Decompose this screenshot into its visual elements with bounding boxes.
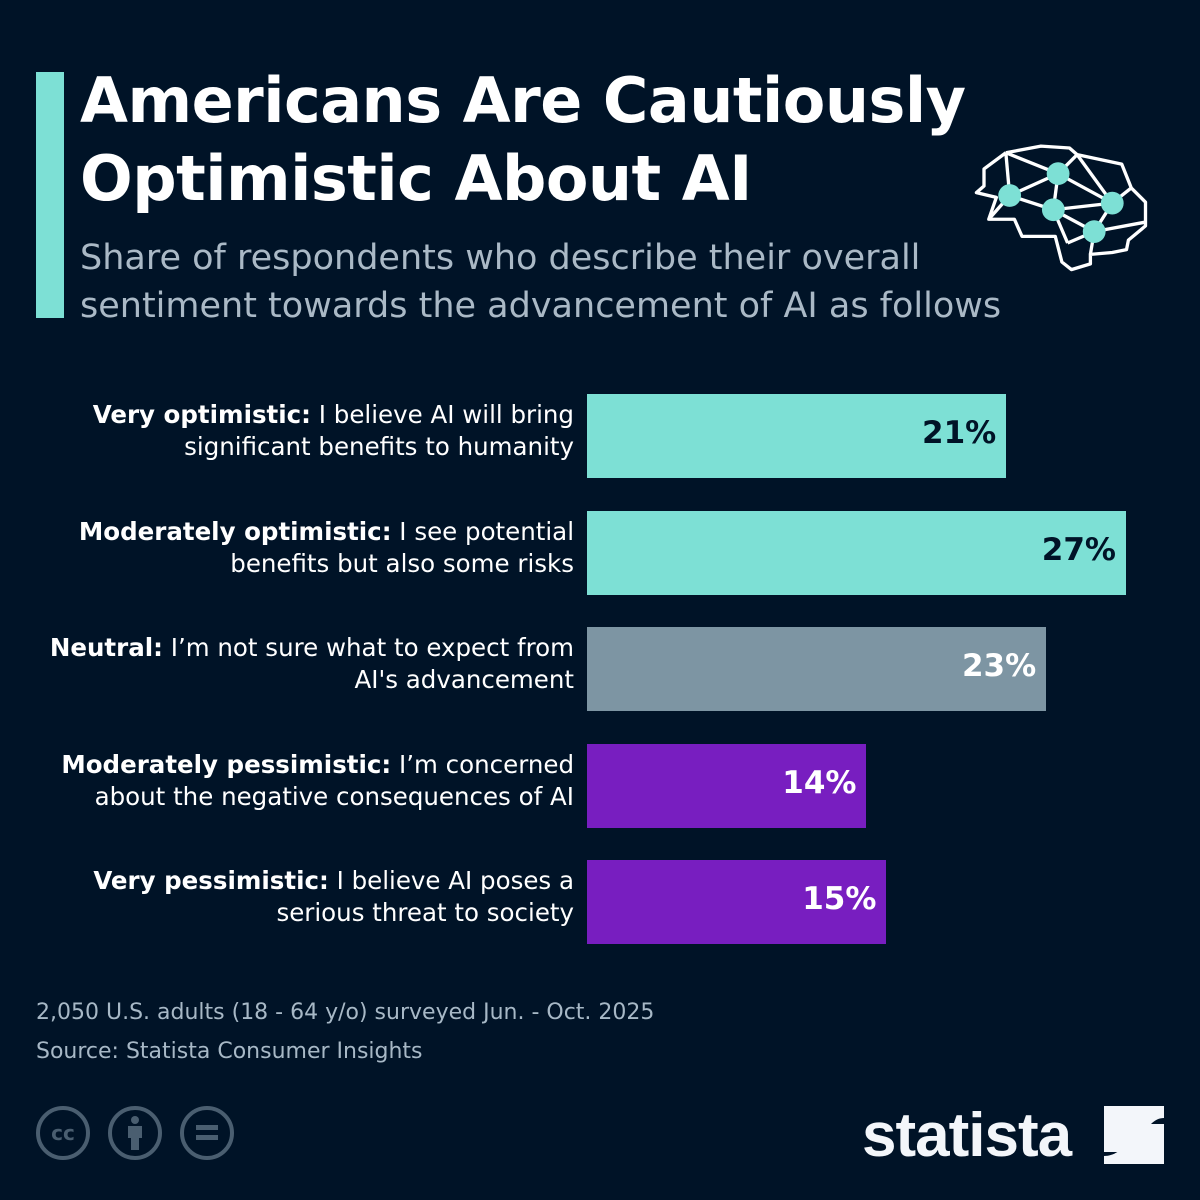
- bar: 21%: [587, 394, 1007, 478]
- category-label-bold: Moderately optimistic:: [78, 516, 392, 546]
- bar-row: Moderately optimistic: I see potential b…: [0, 510, 1200, 595]
- accent-bar: [36, 72, 64, 318]
- category-label-bold: Very pessimistic:: [93, 866, 329, 895]
- data-label: 27%: [1041, 531, 1116, 568]
- bar: 27%: [587, 510, 1126, 595]
- bar-row: Moderately pessimistic: I’m concerned ab…: [0, 743, 1200, 828]
- bar: 15%: [587, 860, 887, 944]
- category-label-text: I believe AI will bring significant bene…: [184, 400, 574, 461]
- category-label-text: I’m concerned about the negative consequ…: [94, 749, 574, 811]
- category-label: Very pessimistic: I believe AI poses a s…: [14, 865, 574, 929]
- bar-row: Very optimistic: I believe AI will bring…: [0, 394, 1200, 478]
- bar-row: Neutral: I’m not sure what to expect fro…: [0, 627, 1200, 711]
- chart-title: Americans Are Cautiously Optimistic Abou…: [80, 64, 966, 215]
- category-label-text: I believe AI poses a serious threat to s…: [276, 866, 574, 927]
- category-label: Very optimistic: I believe AI will bring…: [14, 399, 574, 463]
- category-label-bold: Moderately pessimistic:: [61, 749, 392, 779]
- bar-row: Very pessimistic: I believe AI poses a s…: [0, 860, 1200, 944]
- bar: 23%: [587, 627, 1047, 711]
- category-label: Moderately optimistic: I see potential b…: [14, 516, 574, 580]
- attribution-icon[interactable]: [108, 1106, 162, 1160]
- statista-logo[interactable]: statista: [862, 1101, 1072, 1170]
- category-label: Moderately pessimistic: I’m concerned ab…: [14, 749, 574, 813]
- brain-network-icon: [974, 144, 1148, 272]
- survey-note: 2,050 U.S. adults (18 - 64 y/o) surveyed…: [36, 1000, 655, 1025]
- chart-subtitle: Share of respondents who describe their …: [80, 238, 1002, 326]
- category-label-text: I see potential benefits but also some r…: [230, 516, 574, 578]
- category-label-text: I’m not sure what to expect from AI's ad…: [162, 633, 574, 694]
- no-derivatives-icon[interactable]: [180, 1106, 234, 1160]
- category-label-bold: Neutral:: [49, 633, 163, 662]
- data-label: 23%: [961, 648, 1037, 684]
- data-label: 21%: [922, 415, 997, 451]
- statista-logo-mark-icon: [1104, 1106, 1164, 1164]
- category-label-bold: Very optimistic:: [92, 400, 311, 429]
- source-note: Source: Statista Consumer Insights: [36, 1039, 423, 1064]
- category-label: Neutral: I’m not sure what to expect fro…: [14, 632, 574, 696]
- data-label: 15%: [802, 881, 877, 917]
- bar: 14%: [587, 743, 867, 828]
- cc-icon[interactable]: cc: [36, 1106, 90, 1160]
- data-label: 14%: [782, 764, 857, 801]
